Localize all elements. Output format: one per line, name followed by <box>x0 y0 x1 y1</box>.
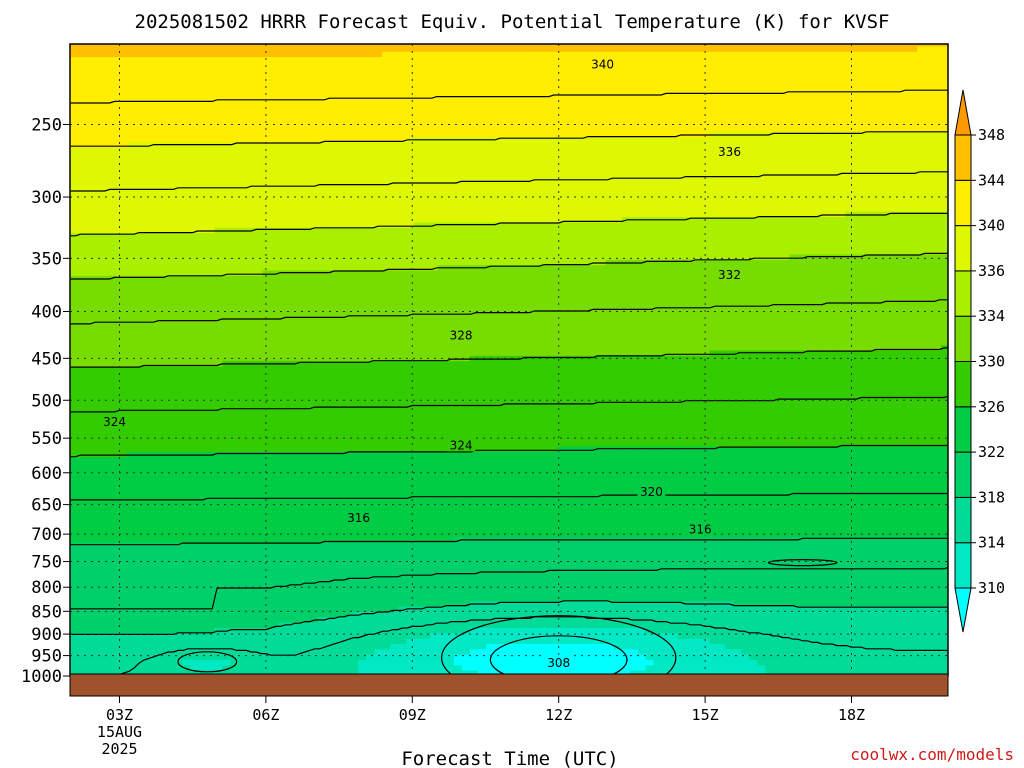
colorbar-label-310: 310 <box>978 579 1005 597</box>
ytick-label-850: 850 <box>31 602 62 622</box>
x-axis-label: Forecast Time (UTC) <box>401 748 618 768</box>
y-axis: 250 300 350 400 450 500 550 600 650 700 750 800 850 9… <box>21 116 70 687</box>
colorbar-swatch-7 <box>954 225 972 272</box>
ytick-label-800: 800 <box>31 578 62 598</box>
grid-lines <box>70 44 948 676</box>
contour-label-bg-8 <box>686 521 715 536</box>
contour-line-324 <box>70 492 948 501</box>
colorbar: 310 314 318 322 326 330 334 336 340 344 348 <box>954 89 1005 633</box>
contour-label-bg-6 <box>637 484 666 499</box>
contour-labels: 340 336 332 328 324 324 320 316 316 308 <box>100 56 744 670</box>
colorbar-label-322: 322 <box>978 443 1005 461</box>
contour-label-bg-4 <box>100 413 129 428</box>
ytick-label-700: 700 <box>31 525 62 545</box>
colorbar-bottom-arrow <box>954 587 972 633</box>
colorbar-swatch-6 <box>954 270 972 317</box>
cold-pool-shading <box>70 44 948 676</box>
contour-label-bg-1 <box>715 144 744 159</box>
contour-label-332: 332 <box>718 268 741 282</box>
contour-line-338 <box>70 171 948 192</box>
ytick-label-400: 400 <box>31 302 62 322</box>
contour-line-340 <box>70 131 948 147</box>
colorbar-label-340: 340 <box>978 217 1005 235</box>
colorbar-label-334: 334 <box>978 307 1005 325</box>
colorbar-label-330: 330 <box>978 353 1005 371</box>
colorbar-label-318: 318 <box>978 488 1005 506</box>
contour-label-324: 324 <box>450 438 473 452</box>
contour-lines <box>70 89 948 676</box>
colorbar-top-arrow <box>954 89 972 136</box>
xtick-label-06Z: 06Z <box>252 706 279 724</box>
colorbar-label-326: 326 <box>978 398 1005 416</box>
ytick-label-250: 250 <box>31 116 62 136</box>
source-credit: coolwx.com/models <box>850 745 1014 764</box>
contour-label-bg-7 <box>344 509 373 524</box>
xtick-label-03Z: 03Z <box>106 706 133 724</box>
contour-line-322 <box>70 537 948 546</box>
ground-strip <box>69 673 949 697</box>
ytick-label-750: 750 <box>31 553 62 573</box>
contour-label-316: 316 <box>347 511 370 525</box>
contour-label-320: 320 <box>640 485 663 499</box>
ytick-label-300: 300 <box>31 188 62 208</box>
colorbar-swatch-5 <box>954 315 972 363</box>
ytick-label-500: 500 <box>31 391 62 411</box>
ytick-label-450: 450 <box>31 349 62 369</box>
ytick-label-950: 950 <box>31 647 62 667</box>
ytick-label-350: 350 <box>31 249 62 269</box>
contour-label-340: 340 <box>591 57 614 71</box>
colorbar-label-348: 348 <box>978 126 1005 144</box>
contour-label-bg-3 <box>447 327 476 342</box>
contour-label-324: 324 <box>103 415 126 429</box>
contour-label-bg-5 <box>447 437 476 452</box>
xtick-date: 15AUG <box>97 723 142 741</box>
xtick-label-09Z: 09Z <box>399 706 426 724</box>
colorbar-swatch-1 <box>954 496 972 544</box>
colorbar-swatch-9 <box>954 134 972 181</box>
contour-label-bg-9 <box>544 655 573 670</box>
contour-label-308: 308 <box>547 656 570 670</box>
colorbar-label-314: 314 <box>978 534 1005 552</box>
colorbar-label-336: 336 <box>978 262 1005 280</box>
contour-line-318 <box>70 600 948 635</box>
contour-label-bg-2 <box>715 267 744 282</box>
ytick-label-900: 900 <box>31 625 62 645</box>
contour-line-328 <box>70 395 948 413</box>
ytick-label-1000: 1000 <box>21 667 62 687</box>
contour-line-326 <box>70 444 948 458</box>
contour-loop-2 <box>177 651 238 673</box>
contour-loop-1 <box>489 635 628 676</box>
contour-line-316 <box>70 616 948 676</box>
xtick-label-12Z: 12Z <box>545 706 572 724</box>
contour-loop-3 <box>767 558 838 567</box>
contour-label-328: 328 <box>450 329 473 343</box>
chart-title: 2025081502 HRRR Forecast Equiv. Potentia… <box>135 11 890 33</box>
xtick-label-15Z: 15Z <box>692 706 719 724</box>
contour-label-316: 316 <box>689 523 712 537</box>
xtick-label-18Z: 18Z <box>838 706 865 724</box>
xtick-year: 2025 <box>101 740 137 758</box>
colorbar-swatch-2 <box>954 451 972 498</box>
contour-line-336 <box>70 212 948 237</box>
contour-loop-0 <box>441 615 677 676</box>
contour-label-336: 336 <box>718 145 741 159</box>
contour-line-332 <box>70 299 948 325</box>
ytick-label-650: 650 <box>31 496 62 516</box>
plot-area <box>70 44 948 676</box>
colorbar-swatch-8 <box>954 179 972 227</box>
ytick-label-600: 600 <box>31 464 62 484</box>
colorbar-swatch-3 <box>954 406 972 453</box>
colorbar-swatch-4 <box>954 361 972 408</box>
contour-line-342 <box>70 89 948 104</box>
contour-line-330 <box>70 347 948 368</box>
contour-line-320 <box>70 566 948 610</box>
contour-label-bg-0 <box>588 56 617 71</box>
contour-line-334 <box>70 252 948 280</box>
colorbar-swatch-0 <box>954 542 972 589</box>
colorbar-label-344: 344 <box>978 171 1005 189</box>
ytick-label-550: 550 <box>31 429 62 449</box>
